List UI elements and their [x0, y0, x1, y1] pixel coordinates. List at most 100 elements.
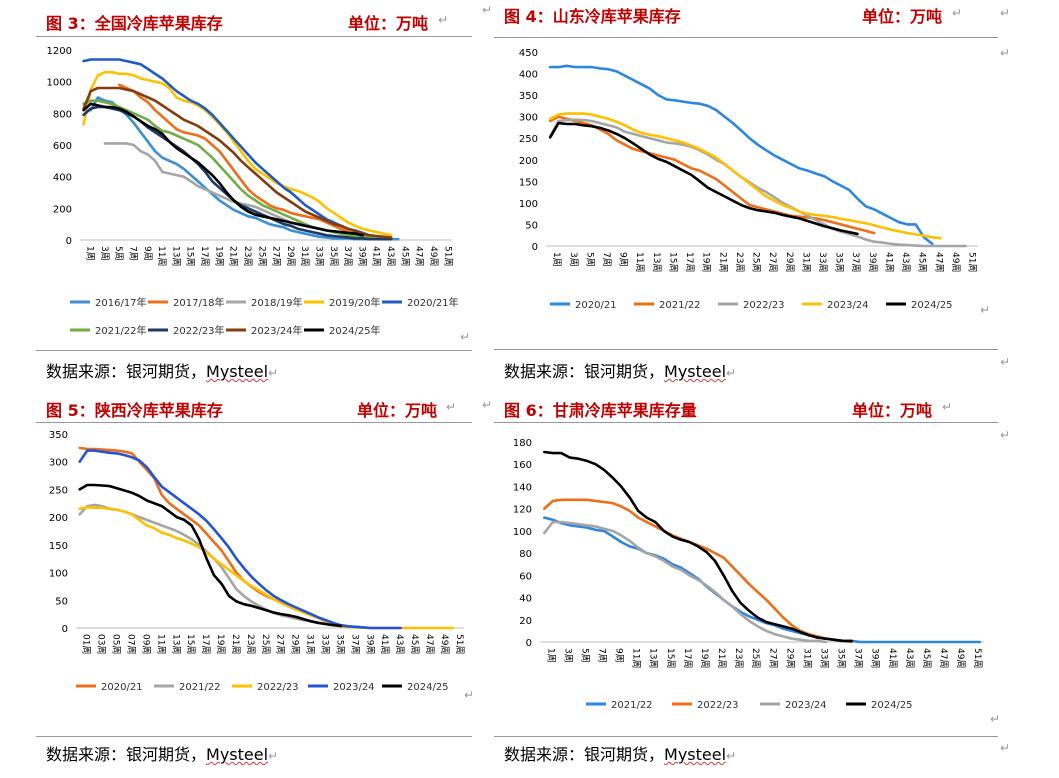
x-tick-label: 31周: [800, 252, 811, 272]
return-mark-icon: ↵: [1000, 741, 1011, 755]
x-tick-label: 3周: [568, 252, 579, 267]
x-tick-label: 43周: [900, 252, 911, 272]
return-mark-icon: ↵: [952, 6, 963, 20]
y-tick-label: 450: [519, 48, 538, 59]
return-mark-icon: ↵: [268, 749, 279, 763]
y-tick-label: 0: [532, 242, 538, 253]
return-mark-icon: ↵: [990, 712, 1001, 726]
unit-label: 单位：万吨: [357, 401, 438, 420]
x-tick-label: 39周: [870, 648, 881, 668]
x-tick-label: 29周: [290, 634, 301, 654]
y-tick-label: 160: [513, 460, 532, 471]
x-tick-label: 19周: [213, 246, 224, 266]
y-tick-label: 100: [519, 199, 538, 210]
return-mark-icon: ↵: [446, 400, 457, 414]
x-tick-label: 49周: [950, 252, 961, 272]
y-tick-label: 150: [519, 177, 538, 188]
x-tick-label: 37周: [853, 648, 864, 668]
series-line: [118, 83, 386, 239]
y-tick-label: 400: [519, 70, 538, 81]
legend-label: 2024/25: [407, 682, 449, 693]
x-tick-label: 49周: [428, 246, 439, 266]
legend-label: 2020/21: [101, 682, 143, 693]
x-tick-label: 21周: [228, 246, 239, 266]
series-line: [82, 102, 364, 237]
y-tick-label: 300: [49, 458, 68, 469]
return-mark-icon: ↵: [460, 330, 471, 344]
x-tick-label: 7周: [601, 252, 612, 267]
x-tick-label: 33周: [314, 246, 325, 266]
x-tick-label: 19周: [701, 252, 712, 272]
y-tick-label: 200: [519, 156, 538, 167]
x-tick-label: 47周: [424, 634, 435, 654]
source-prefix: 数据来源：银河期货，: [504, 362, 665, 381]
divider: [494, 37, 998, 38]
legend-label: 2022/23: [697, 700, 739, 711]
x-tick-label: 01周: [81, 634, 92, 654]
y-tick-label: 40: [519, 594, 532, 605]
panel-title: 图 5：陕西冷库苹果库存: [46, 401, 223, 420]
x-tick-label: 1周: [551, 252, 562, 267]
x-tick-label: 7周: [597, 648, 608, 663]
source-name: Mysteel: [206, 745, 269, 764]
x-tick-label: 13周: [170, 634, 181, 654]
panel-title: 图 3：全国冷库苹果库存: [46, 14, 223, 33]
legend-label: 2023/24: [827, 300, 869, 311]
legend-label: 2021/22年: [95, 324, 147, 337]
x-tick-label: 37周: [850, 252, 861, 272]
x-tick-label: 35周: [328, 246, 339, 266]
x-tick-label: 07周: [126, 634, 137, 654]
x-tick-label: 29周: [285, 246, 296, 266]
x-tick-label: 35周: [834, 252, 845, 272]
series-line: [82, 70, 393, 237]
x-tick-label: 15周: [667, 252, 678, 272]
return-mark-icon: ↵: [942, 400, 953, 414]
x-tick-label: 13周: [648, 648, 659, 668]
x-tick-label: 47周: [414, 246, 425, 266]
y-tick-label: 400: [53, 173, 72, 184]
x-tick-label: 45周: [921, 648, 932, 668]
source-name: Mysteel: [664, 745, 727, 764]
source-prefix: 数据来源：银河期货，: [504, 745, 665, 764]
x-tick-label: 25周: [751, 252, 762, 272]
legend-label: 2018/19年: [251, 296, 303, 309]
legend-label: 2020/21年: [407, 296, 459, 309]
y-tick-label: 800: [53, 109, 72, 120]
x-tick-label: 17周: [684, 252, 695, 272]
y-tick-label: 50: [55, 596, 68, 607]
divider: [36, 350, 472, 351]
series-line: [548, 112, 942, 240]
legend-label: 2021/22: [179, 682, 221, 693]
divider: [494, 349, 998, 350]
legend-label: 2019/20年: [329, 296, 381, 309]
legend-label: 2024/25: [911, 300, 953, 311]
x-tick-label: 51周: [972, 648, 983, 668]
panel-title: 图 4：山东冷库苹果库存: [504, 7, 681, 26]
x-tick-label: 27周: [271, 246, 282, 266]
x-tick-label: 11周: [156, 246, 167, 266]
y-tick-label: 1200: [47, 46, 72, 57]
x-tick-label: 11周: [155, 634, 166, 654]
x-tick-label: 47周: [938, 648, 949, 668]
legend-label: 2021/22: [611, 700, 653, 711]
legend-label: 2023/24: [333, 682, 375, 693]
x-tick-label: 43周: [904, 648, 915, 668]
x-tick-label: 51周: [454, 634, 465, 654]
x-tick-label: 17周: [199, 246, 210, 266]
unit-label: 单位：万吨: [348, 14, 429, 33]
x-tick-label: 43周: [385, 246, 396, 266]
x-tick-label: 45周: [399, 246, 410, 266]
legend-label: 2021/22: [659, 300, 701, 311]
x-tick-label: 41周: [371, 246, 382, 266]
source-prefix: 数据来源：银河期货，: [46, 745, 207, 764]
x-tick-label: 11周: [631, 648, 642, 668]
x-tick-label: 5周: [113, 246, 124, 261]
series-line: [82, 99, 393, 241]
series-line: [542, 516, 982, 644]
divider: [36, 422, 472, 423]
y-tick-label: 60: [519, 571, 532, 582]
source-name: Mysteel: [206, 362, 269, 381]
y-tick-label: 120: [513, 505, 532, 516]
divider: [494, 422, 998, 423]
series-line: [78, 483, 343, 628]
